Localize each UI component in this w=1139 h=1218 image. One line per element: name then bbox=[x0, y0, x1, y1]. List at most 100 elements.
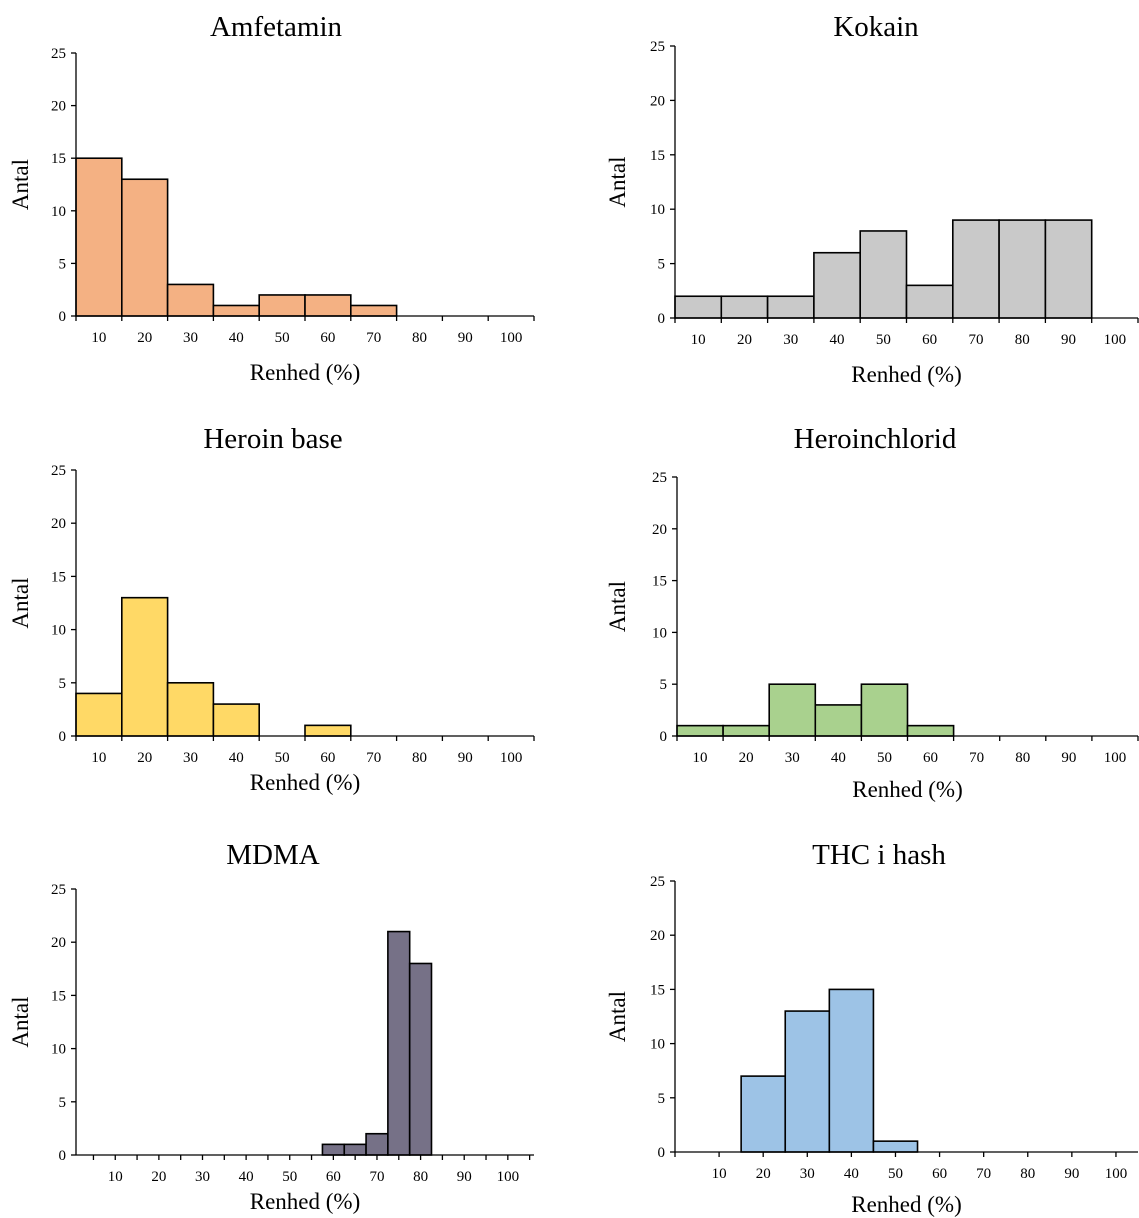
histogram-bar bbox=[998, 219, 1047, 319]
x-tick-label: 100 bbox=[1104, 332, 1127, 348]
y-tick-label: 10 bbox=[652, 625, 667, 641]
y-tick-label: 15 bbox=[51, 151, 66, 167]
x-tick-label: 20 bbox=[739, 750, 754, 766]
x-tick-label: 50 bbox=[888, 1166, 903, 1182]
x-tick-label: 40 bbox=[239, 1169, 254, 1185]
x-tick-label: 60 bbox=[320, 750, 335, 766]
x-tick-label: 60 bbox=[932, 1166, 947, 1182]
x-tick-label: 70 bbox=[969, 750, 984, 766]
y-tick-label: 20 bbox=[51, 516, 66, 532]
histogram-bar bbox=[860, 683, 909, 737]
x-tick-label: 60 bbox=[326, 1169, 341, 1185]
x-tick-label: 30 bbox=[183, 750, 198, 766]
y-tick-label: 25 bbox=[51, 463, 66, 479]
chart-title: THC i hash bbox=[812, 839, 946, 871]
y-axis-label: Antal bbox=[605, 991, 630, 1042]
chart-title: Heroinchlorid bbox=[794, 423, 957, 455]
y-tick-label: 0 bbox=[658, 1145, 666, 1161]
y-tick-label: 0 bbox=[658, 311, 666, 327]
x-tick-label: 80 bbox=[413, 1169, 428, 1185]
histogram-bar bbox=[720, 295, 769, 319]
chart-svg: Heroin base 0 5 10 15 20 25 10 20 30 40 50 60 70 80 90 1… bbox=[8, 423, 535, 795]
histogram-bar bbox=[258, 294, 306, 317]
y-tick-label: 25 bbox=[650, 39, 665, 55]
histogram-bar bbox=[906, 724, 955, 737]
chart-title: Kokain bbox=[833, 11, 919, 43]
x-tick-label: 20 bbox=[756, 1166, 771, 1182]
histogram-bar bbox=[872, 1140, 919, 1153]
y-tick-label: 15 bbox=[51, 569, 66, 585]
histogram-bar bbox=[121, 178, 169, 317]
x-tick-label: 40 bbox=[831, 750, 846, 766]
y-tick-label: 0 bbox=[59, 729, 67, 745]
histogram-bar bbox=[321, 1143, 346, 1156]
x-tick-label: 80 bbox=[1020, 1166, 1035, 1182]
x-tick-label: 70 bbox=[968, 332, 983, 348]
histogram-bar bbox=[75, 692, 123, 737]
histogram-bar bbox=[121, 596, 169, 737]
histogram-bar bbox=[212, 703, 260, 737]
x-tick-label: 30 bbox=[800, 1166, 815, 1182]
histogram-bar bbox=[349, 304, 398, 317]
x-tick-label: 60 bbox=[922, 332, 937, 348]
y-tick-label: 10 bbox=[51, 204, 66, 220]
x-tick-label: 30 bbox=[785, 750, 800, 766]
x-tick-label: 80 bbox=[1015, 332, 1030, 348]
x-tick-label: 50 bbox=[275, 750, 290, 766]
histogram-bar bbox=[212, 304, 260, 317]
y-tick-label: 5 bbox=[59, 676, 67, 692]
chart-svg: THC i hash 0 5 10 15 20 25 10 20 30 40 50 60 70 80 90 10… bbox=[605, 839, 1138, 1217]
histogram-bar bbox=[859, 230, 908, 319]
histogram-bar bbox=[365, 1132, 389, 1156]
histogram-bar bbox=[387, 930, 411, 1156]
x-tick-label: 20 bbox=[137, 750, 152, 766]
y-tick-label: 10 bbox=[650, 202, 665, 218]
y-tick-label: 25 bbox=[652, 470, 667, 486]
x-axis-label: Renhed (%) bbox=[250, 1189, 361, 1214]
chart-panel-thc-i-hash: THC i hash 0 5 10 15 20 25 10 20 30 40 50 60 70 80 90 10… bbox=[595, 818, 1139, 1218]
y-tick-label: 20 bbox=[650, 93, 665, 109]
histogram-bar bbox=[905, 284, 954, 319]
x-tick-label: 30 bbox=[183, 330, 198, 346]
y-tick-label: 5 bbox=[660, 677, 668, 693]
y-tick-label: 10 bbox=[650, 1037, 665, 1053]
x-tick-label: 70 bbox=[369, 1169, 384, 1185]
y-tick-label: 20 bbox=[51, 935, 66, 951]
y-axis-label: Antal bbox=[605, 156, 630, 207]
histogram-bar bbox=[304, 294, 352, 317]
y-axis-label: Antal bbox=[8, 996, 33, 1047]
x-tick-label: 70 bbox=[366, 330, 381, 346]
y-tick-label: 10 bbox=[51, 623, 66, 639]
x-tick-label: 10 bbox=[91, 330, 106, 346]
x-tick-label: 90 bbox=[457, 1169, 472, 1185]
y-tick-label: 5 bbox=[658, 1091, 666, 1107]
chart-svg: Heroinchlorid 0 5 10 15 20 25 10 20 30 40 50 60 70 80 9… bbox=[605, 423, 1139, 802]
x-tick-label: 100 bbox=[500, 750, 523, 766]
x-tick-label: 90 bbox=[1064, 1166, 1079, 1182]
y-tick-label: 10 bbox=[51, 1042, 66, 1058]
y-tick-label: 25 bbox=[650, 874, 665, 890]
histogram-bar bbox=[768, 683, 817, 737]
y-tick-label: 5 bbox=[59, 1095, 67, 1111]
y-tick-label: 5 bbox=[59, 256, 67, 272]
x-axis-label: Renhed (%) bbox=[851, 362, 962, 387]
x-tick-label: 40 bbox=[229, 750, 244, 766]
x-tick-label: 80 bbox=[412, 750, 427, 766]
histogram-bar bbox=[75, 157, 123, 317]
x-tick-label: 90 bbox=[1061, 332, 1076, 348]
histogram-bar bbox=[784, 1010, 831, 1153]
x-tick-label: 10 bbox=[108, 1169, 123, 1185]
y-tick-label: 20 bbox=[51, 99, 66, 115]
x-tick-label: 100 bbox=[1104, 750, 1127, 766]
chart-panel-heroinchlorid: Heroinchlorid 0 5 10 15 20 25 10 20 30 40 50 60 70 80 9… bbox=[595, 410, 1139, 810]
x-tick-label: 60 bbox=[320, 330, 335, 346]
histogram-bar bbox=[304, 724, 352, 737]
chart-panel-amfetamin: Amfetamin 0 5 10 15 20 25 10 20 30 40 50 60 70 80 90 100… bbox=[0, 0, 560, 400]
y-tick-label: 15 bbox=[650, 982, 665, 998]
histogram-bar bbox=[951, 219, 1000, 319]
chart-svg: Amfetamin 0 5 10 15 20 25 10 20 30 40 50 60 70 80 90 100… bbox=[8, 11, 535, 385]
x-tick-label: 80 bbox=[412, 330, 427, 346]
x-tick-label: 60 bbox=[923, 750, 938, 766]
histogram-bar bbox=[343, 1143, 367, 1156]
y-tick-label: 5 bbox=[658, 257, 666, 273]
